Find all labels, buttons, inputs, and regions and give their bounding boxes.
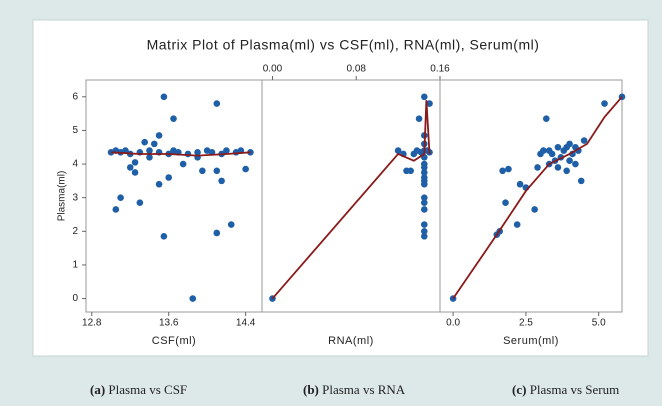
x-axis-label: RNA(ml) [328, 335, 374, 347]
point [131, 169, 139, 176]
point [227, 221, 235, 228]
point [189, 295, 197, 302]
point [155, 180, 163, 188]
caption-label: (b) [303, 382, 319, 397]
point [601, 100, 608, 107]
caption: (a) Plasma vs CSF [90, 382, 187, 397]
y-tick-label: 6 [72, 91, 78, 102]
point [141, 138, 148, 146]
point [213, 167, 221, 175]
y-tick-label: 1 [72, 260, 78, 271]
point [499, 167, 506, 175]
point [577, 177, 585, 185]
point [420, 228, 428, 235]
point [136, 199, 144, 207]
y-tick-label: 5 [72, 125, 78, 136]
point [572, 160, 579, 168]
x-axis-label: CSF(ml) [152, 335, 196, 347]
point [165, 174, 173, 181]
point [545, 147, 553, 154]
point [531, 206, 538, 213]
point [542, 115, 550, 122]
point [554, 164, 562, 171]
fit-line [452, 96, 623, 300]
x-tick-label: 0.08 [347, 64, 367, 75]
point [131, 159, 139, 166]
y-axis-label: Plasma(ml) [57, 171, 68, 222]
point [155, 132, 163, 139]
y-tick-label: 0 [72, 293, 78, 304]
point [179, 160, 187, 168]
point [213, 100, 221, 107]
point [420, 233, 428, 240]
point [502, 199, 509, 207]
caption-label: (a) [90, 382, 105, 397]
point [420, 221, 428, 228]
x-tick-label: 0.00 [263, 64, 283, 75]
point [540, 147, 547, 154]
caption-text: Plasma vs Serum [530, 382, 620, 397]
point [534, 164, 541, 171]
point [413, 147, 421, 154]
point [415, 115, 423, 122]
point [580, 137, 588, 144]
point [199, 167, 206, 175]
chart-panel [32, 19, 649, 357]
point [563, 167, 570, 175]
caption: (b) Plasma vs RNA [303, 382, 406, 397]
point [407, 167, 414, 175]
point [218, 177, 225, 185]
point [170, 115, 177, 122]
point [420, 194, 428, 201]
x-axis-label: Serum(ml) [503, 335, 559, 347]
x-tick-label: 0.0 [446, 318, 460, 329]
point [394, 147, 402, 154]
point [150, 140, 158, 148]
point [117, 194, 124, 201]
y-tick-label: 4 [72, 159, 78, 170]
x-tick-label: 5.0 [592, 318, 606, 329]
caption: (c) Plasma vs Serum [512, 382, 619, 397]
chart-title: Matrix Plot of Plasma(ml) vs CSF(ml), RN… [147, 37, 540, 53]
point [420, 199, 428, 207]
fit-line [271, 100, 431, 300]
plot-area [439, 79, 623, 313]
point [516, 180, 524, 188]
point [420, 160, 428, 168]
point [184, 150, 192, 158]
x-tick-label: 0.16 [430, 64, 450, 75]
point [213, 229, 221, 237]
y-tick-label: 3 [72, 192, 78, 203]
x-tick-label: 14.4 [236, 318, 256, 329]
point [505, 165, 512, 173]
point [420, 169, 428, 176]
caption-text: Plasma vs RNA [322, 382, 406, 397]
y-tick-label: 2 [72, 226, 78, 237]
caption-text: Plasma vs CSF [108, 382, 187, 397]
fit-line [110, 151, 251, 157]
point [194, 148, 201, 156]
point [146, 154, 153, 161]
point [160, 93, 168, 101]
point [563, 143, 570, 151]
caption-label: (c) [512, 382, 526, 397]
point [223, 147, 230, 154]
point [426, 100, 433, 107]
point [566, 157, 573, 164]
point [420, 174, 428, 181]
x-tick-label: 12.8 [82, 318, 102, 329]
point [146, 147, 153, 154]
x-tick-label: 13.6 [159, 318, 179, 329]
point [112, 206, 120, 213]
point [513, 221, 521, 228]
point [160, 233, 168, 240]
point [420, 206, 428, 213]
x-tick-label: 2.5 [519, 318, 533, 329]
point [420, 93, 428, 101]
point [554, 143, 562, 151]
point [126, 164, 134, 171]
point [242, 165, 249, 173]
